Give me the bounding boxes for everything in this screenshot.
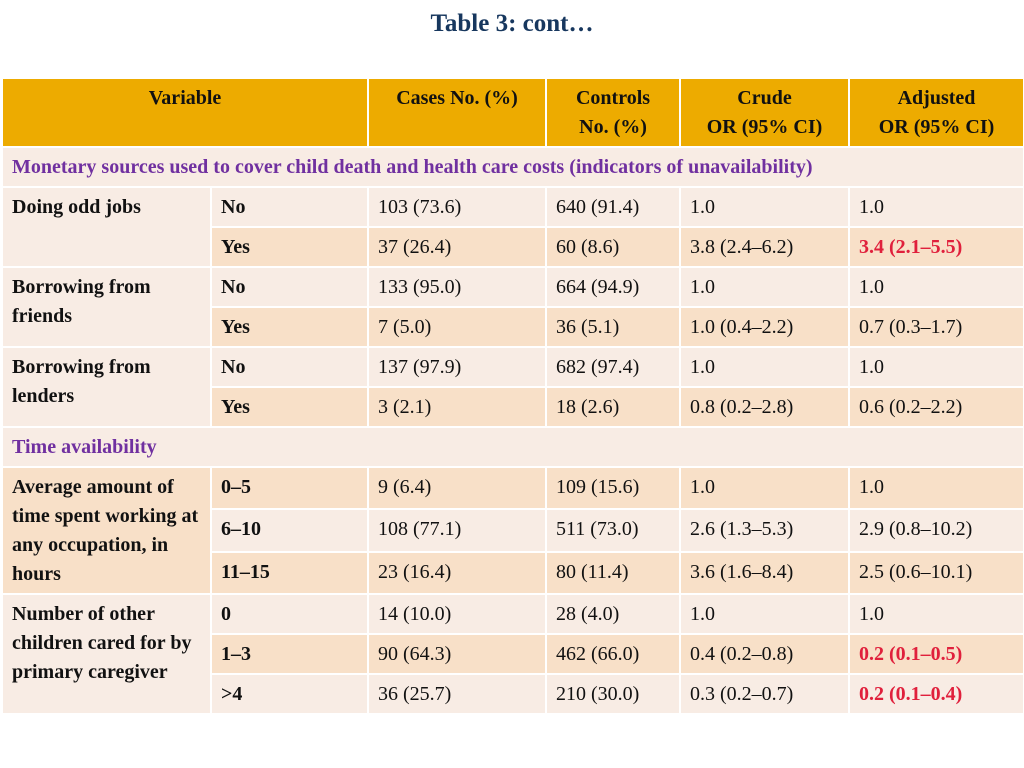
crude-or-cell: 3.6 (1.6–8.4) xyxy=(679,550,851,596)
table-row: Average amount of time spent working at … xyxy=(1,465,1024,595)
controls-cell: 640 (91.4) xyxy=(545,186,682,228)
cases-cell: 37 (26.4) xyxy=(367,226,548,268)
header-adjusted-or: Adjusted OR (95% CI) xyxy=(848,77,1024,148)
table-row: Borrowing from lenders No 137 (97.9) 682 (9… xyxy=(1,346,1024,428)
crude-or-cell: 1.0 xyxy=(679,346,851,388)
controls-cell: 682 (97.4) xyxy=(545,346,682,388)
controls-cell: 60 (8.6) xyxy=(545,226,682,268)
cases-cell: 9 (6.4) xyxy=(367,465,548,511)
controls-cell: 511 (73.0) xyxy=(545,508,682,553)
header-controls: Controls No. (%) xyxy=(545,77,682,148)
cases-cell: 108 (77.1) xyxy=(367,508,548,553)
section-header-row: Monetary sources used to cover child dea… xyxy=(0,146,1024,188)
variable-name: Number of other children cared for by pr… xyxy=(1,593,212,715)
adjusted-or-cell: 1.0 xyxy=(848,186,1024,228)
level-cell: Yes xyxy=(209,386,370,428)
cases-cell: 3 (2.1) xyxy=(367,386,548,428)
level-cell: 0 xyxy=(209,593,370,635)
table-row: 6–10 108 (77.1) 511 (73.0) 2.6 (1.3–5.3) 2.9… xyxy=(2,508,1024,553)
section-title: Time availability xyxy=(0,426,1024,468)
table-row: Yes 37 (26.4) 60 (8.6) 3.8 (2.4–6.2) 3.4 (2.… xyxy=(2,226,1024,268)
crude-or-cell: 1.0 (0.4–2.2) xyxy=(679,306,851,348)
level-cell: Yes xyxy=(209,306,370,348)
table-header-row: Variable Cases No. (%) Controls No. (%) C… xyxy=(0,77,1024,148)
results-table: Variable Cases No. (%) Controls No. (%) C… xyxy=(0,77,1024,715)
level-cell: 1–3 xyxy=(209,633,370,675)
controls-cell: 36 (5.1) xyxy=(545,306,682,348)
table-row: 11–15 23 (16.4) 80 (11.4) 3.6 (1.6–8.4) 2.5 … xyxy=(2,550,1024,596)
controls-cell: 80 (11.4) xyxy=(545,550,682,596)
crude-or-cell: 1.0 xyxy=(679,465,851,511)
adjusted-or-cell: 0.6 (0.2–2.2) xyxy=(848,386,1024,428)
header-controls-line1: Controls xyxy=(575,87,651,109)
variable-name: Doing odd jobs xyxy=(1,186,212,268)
adjusted-or-cell: 0.2 (0.1–0.4) xyxy=(848,673,1024,715)
adjusted-or-cell: 1.0 xyxy=(848,593,1024,635)
crude-or-cell: 1.0 xyxy=(679,593,851,635)
variable-name: Average amount of time spent working at … xyxy=(1,466,212,595)
level-cell: 11–15 xyxy=(209,550,370,596)
crude-or-cell: 0.4 (0.2–0.8) xyxy=(679,633,851,675)
controls-cell: 462 (66.0) xyxy=(545,633,682,675)
adjusted-or-cell: 2.5 (0.6–10.1) xyxy=(848,550,1024,596)
crude-or-cell: 1.0 xyxy=(679,186,851,228)
level-cell: Yes xyxy=(209,226,370,268)
level-cell: 6–10 xyxy=(209,508,370,553)
cases-cell: 23 (16.4) xyxy=(367,550,548,596)
header-controls-line2: No. (%) xyxy=(579,116,647,138)
table-row: Yes 7 (5.0) 36 (5.1) 1.0 (0.4–2.2) 0.7 (0.3–… xyxy=(2,306,1024,348)
table-row: Yes 3 (2.1) 18 (2.6) 0.8 (0.2–2.8) 0.6 (0.2–… xyxy=(2,386,1024,428)
controls-cell: 664 (94.9) xyxy=(545,266,682,308)
crude-or-cell: 0.8 (0.2–2.8) xyxy=(679,386,851,428)
table-row: Doing odd jobs No 103 (73.6) 640 (91.4) 1.0 1… xyxy=(1,186,1024,268)
level-cell: 0–5 xyxy=(209,465,370,511)
section-header-row: Time availability xyxy=(0,426,1024,468)
adjusted-or-cell: 2.9 (0.8–10.2) xyxy=(848,508,1024,553)
table-title: Table 3: cont… xyxy=(430,10,594,37)
cases-cell: 36 (25.7) xyxy=(367,673,548,715)
crude-or-cell: 3.8 (2.4–6.2) xyxy=(679,226,851,268)
adjusted-or-cell: 1.0 xyxy=(848,266,1024,308)
adjusted-or-cell: 1.0 xyxy=(848,346,1024,388)
adjusted-or-cell: 0.7 (0.3–1.7) xyxy=(848,306,1024,348)
controls-cell: 18 (2.6) xyxy=(545,386,682,428)
controls-cell: 210 (30.0) xyxy=(545,673,682,715)
crude-or-cell: 1.0 xyxy=(679,266,851,308)
header-crude-line2: OR (95% CI) xyxy=(706,116,823,138)
table-row: 1–3 90 (64.3) 462 (66.0) 0.4 (0.2–0.8) 0.2 (… xyxy=(2,633,1024,675)
variable-name: Borrowing from friends xyxy=(1,266,212,348)
cases-cell: 133 (95.0) xyxy=(367,266,548,308)
level-cell: No xyxy=(209,186,370,228)
header-adjusted-line1: Adjusted xyxy=(897,87,976,109)
crude-or-cell: 2.6 (1.3–5.3) xyxy=(679,508,851,553)
header-cases: Cases No. (%) xyxy=(367,77,548,148)
table-row: Borrowing from friends No 133 (95.0) 664 (9… xyxy=(1,266,1024,348)
table-row: >4 36 (25.7) 210 (30.0) 0.3 (0.2–0.7) 0.2 (0… xyxy=(2,673,1024,715)
cases-cell: 7 (5.0) xyxy=(367,306,548,348)
header-adjusted-line2: OR (95% CI) xyxy=(878,116,995,138)
cases-cell: 103 (73.6) xyxy=(367,186,548,228)
adjusted-or-cell: 1.0 xyxy=(848,465,1024,511)
header-crude-line1: Crude xyxy=(737,87,792,109)
controls-cell: 109 (15.6) xyxy=(545,465,682,511)
variable-name: Borrowing from lenders xyxy=(1,346,212,428)
table-row: Number of other children cared for by pr… xyxy=(1,593,1024,715)
level-cell: No xyxy=(209,266,370,308)
crude-or-cell: 0.3 (0.2–0.7) xyxy=(679,673,851,715)
controls-cell: 28 (4.0) xyxy=(545,593,682,635)
adjusted-or-cell: 0.2 (0.1–0.5) xyxy=(848,633,1024,675)
header-crude-or: Crude OR (95% CI) xyxy=(679,77,851,148)
cases-cell: 90 (64.3) xyxy=(367,633,548,675)
level-cell: >4 xyxy=(209,673,370,715)
cases-cell: 137 (97.9) xyxy=(367,346,548,388)
table-body: Monetary sources used to cover child dea… xyxy=(0,146,1024,715)
section-title: Monetary sources used to cover child dea… xyxy=(0,146,1024,188)
adjusted-or-cell: 3.4 (2.1–5.5) xyxy=(848,226,1024,268)
level-cell: No xyxy=(209,346,370,388)
header-variable: Variable xyxy=(0,77,370,148)
cases-cell: 14 (10.0) xyxy=(367,593,548,635)
